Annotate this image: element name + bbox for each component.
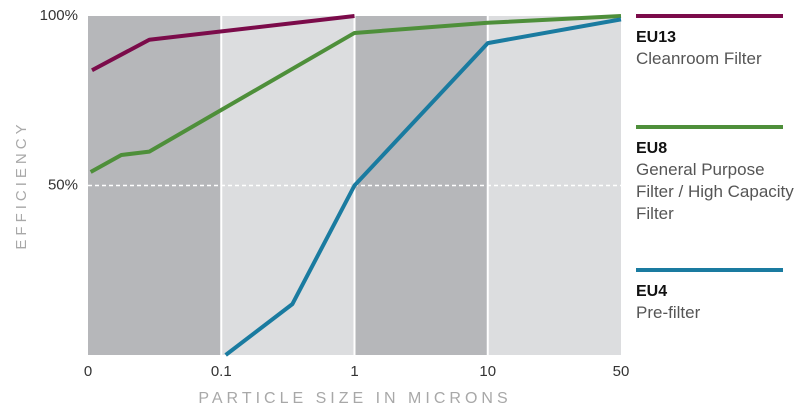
- legend-item: EU4 Pre-filter: [636, 268, 796, 324]
- legend-item: EU13 Cleanroom Filter: [636, 14, 796, 70]
- legend-swatch: [636, 125, 783, 129]
- x-tick-label: 50: [613, 363, 630, 380]
- x-tick-label: 1: [350, 363, 358, 380]
- legend-swatch: [636, 268, 783, 272]
- x-tick-label: 0.1: [211, 363, 232, 380]
- series-line: [91, 14, 355, 73]
- y-tick-label: 50%: [48, 176, 78, 193]
- legend-item: EU8 General Purpose Filter / High Capacit…: [636, 125, 796, 225]
- legend-name: EU8: [636, 140, 668, 157]
- legend-swatch: [636, 14, 783, 18]
- x-axis-label: PARTICLE SIZE IN MICRONS: [198, 390, 511, 407]
- x-tick-label: 10: [479, 363, 496, 380]
- legend-name: EU4: [636, 283, 668, 300]
- legend-description: Pre-filter: [636, 303, 701, 322]
- legend-name: EU13: [636, 29, 677, 46]
- legend-description: Cleanroom Filter: [636, 49, 762, 68]
- y-tick-label: 100%: [40, 7, 78, 24]
- series-line: [224, 17, 622, 357]
- x-tick-label: 0: [84, 363, 92, 380]
- legend-description: General Purpose Filter / High Capacity F…: [636, 160, 794, 223]
- y-axis-label: EFFICIENCY: [13, 120, 30, 249]
- series-line: [89, 14, 622, 174]
